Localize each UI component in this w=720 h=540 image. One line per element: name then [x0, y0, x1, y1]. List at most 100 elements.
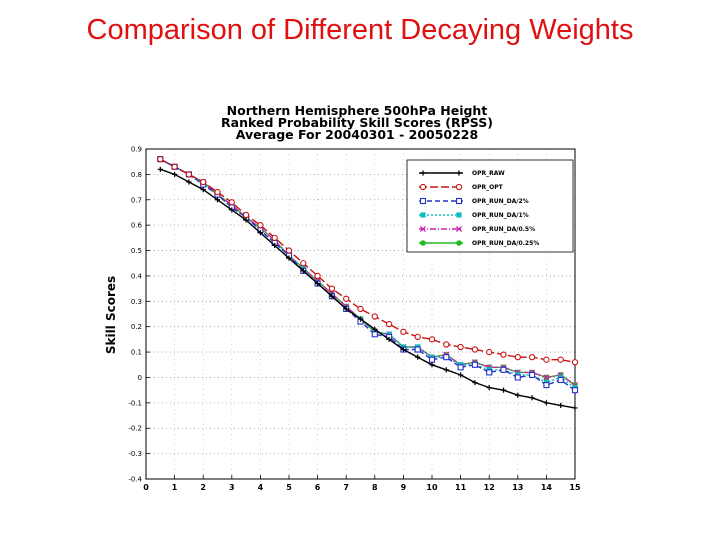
legend-label: OPR_RUN_DA/0.5%: [472, 226, 535, 233]
data-point: [420, 240, 426, 246]
data-point: [229, 207, 235, 213]
data-point: [428, 356, 436, 363]
series-opr-raw: [157, 166, 578, 411]
data-point: [429, 362, 435, 368]
legend: OPR_RAW OPR_OPT OPR_RUN_DA/2% OPR_RUN_DA/1%…: [406, 159, 574, 253]
x-tick-label: 1: [172, 483, 178, 492]
data-point: [228, 199, 235, 206]
data-point: [300, 260, 307, 267]
data-point: [455, 197, 463, 205]
legend-label: OPR_RUN_DA/0.25%: [472, 240, 539, 247]
data-point: [386, 336, 392, 342]
legend-box: [406, 159, 574, 253]
data-point: [572, 405, 578, 411]
data-point: [371, 313, 378, 320]
data-point: [214, 189, 221, 196]
data-point: [385, 321, 393, 328]
data-point: [455, 183, 463, 191]
data-point: [243, 217, 249, 223]
data-point: [443, 367, 449, 373]
data-point: [515, 392, 521, 398]
data-point: [300, 268, 306, 274]
data-point: [271, 234, 278, 241]
data-point: [472, 379, 478, 386]
x-tick-label: 15: [569, 483, 581, 492]
slide-title: Comparison of Different Decaying Weights: [86, 14, 634, 46]
data-point: [328, 285, 336, 292]
data-point: [372, 326, 378, 332]
data-point: [471, 361, 478, 368]
data-point: [500, 387, 507, 393]
x-tick-label: 5: [286, 483, 292, 492]
data-point: [543, 374, 550, 381]
data-point: [543, 400, 549, 406]
x-tick-label: 13: [512, 483, 523, 492]
x-tick-label: 12: [484, 483, 495, 492]
legend-label: OPR_RUN_DA/1%: [472, 212, 529, 219]
x-tick-label: 3: [229, 483, 235, 492]
data-point: [186, 179, 192, 185]
x-tick-label: 0: [143, 483, 149, 492]
data-point: [200, 178, 207, 186]
x-tick-label: 14: [541, 483, 553, 492]
x-tick-label: 2: [200, 483, 206, 492]
data-point: [514, 354, 521, 361]
plot-frame: [145, 148, 576, 480]
data-point: [486, 369, 493, 376]
x-tick-label: 7: [343, 483, 349, 492]
y-tick-label: 0.7: [131, 196, 142, 204]
data-point: [500, 366, 507, 373]
data-point: [357, 316, 364, 322]
data-point: [456, 170, 462, 176]
data-point: [500, 351, 507, 358]
data-point: [443, 354, 450, 361]
chart-title-line: Northern Hemisphere 500hPa Height: [227, 103, 488, 118]
y-tick-label: 0.5: [131, 247, 142, 255]
data-point: [157, 166, 163, 172]
data-point: [157, 156, 164, 163]
data-point: [371, 331, 378, 338]
data-point: [543, 356, 550, 363]
data-point: [329, 293, 335, 299]
data-point: [443, 341, 450, 348]
data-point: [457, 364, 464, 371]
data-point: [242, 211, 250, 219]
x-tick-label: 4: [258, 483, 264, 492]
data-point: [558, 402, 564, 408]
data-point: [171, 163, 178, 170]
data-point: [414, 346, 421, 353]
data-point: [415, 354, 421, 360]
data-point: [272, 242, 278, 249]
data-point: [528, 354, 536, 361]
data-point: [185, 171, 193, 178]
data-point: [458, 372, 464, 378]
series-line: [160, 168, 576, 409]
data-point: [172, 171, 178, 177]
series-group: [157, 156, 579, 411]
data-point: [200, 187, 206, 193]
data-point: [286, 255, 292, 261]
data-point: [557, 356, 564, 363]
y-tick-label: -0.3: [128, 450, 142, 458]
data-point: [419, 225, 427, 233]
data-point: [257, 222, 264, 229]
data-point: [400, 346, 406, 353]
chart-title-line: Ranked Probability Skill Scores (RPSS): [221, 115, 493, 130]
data-point: [257, 230, 263, 236]
legend-label: OPR_OPT: [472, 184, 504, 191]
data-point: [285, 247, 293, 254]
data-point: [357, 305, 364, 313]
data-point: [428, 336, 436, 343]
data-point: [557, 376, 564, 384]
y-tick-label: 0: [138, 374, 142, 382]
x-axis-ticks: 0 1 2 3 4 5 6 7 8 9 10 11 12 13 14 15: [143, 475, 581, 492]
data-point: [457, 343, 464, 351]
y-tick-label: -0.4: [128, 476, 142, 484]
data-point: [343, 306, 349, 312]
y-tick-label: 0.6: [131, 222, 143, 230]
data-point: [456, 240, 462, 246]
y-tick-label: 0.3: [131, 298, 142, 306]
data-point: [400, 328, 407, 335]
data-point: [571, 359, 579, 366]
